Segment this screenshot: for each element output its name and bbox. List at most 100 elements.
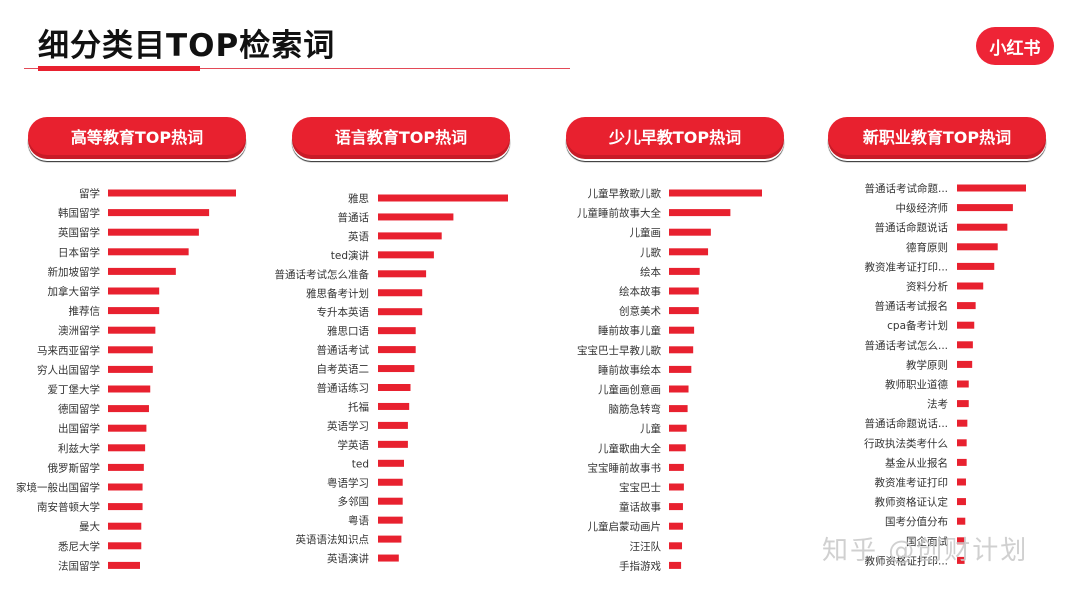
category-label: 加拿大留学 bbox=[48, 285, 101, 298]
bar bbox=[108, 561, 140, 569]
category-label: 托福 bbox=[348, 400, 369, 413]
category-label: 普通话考试 bbox=[317, 344, 370, 357]
bar bbox=[957, 537, 965, 545]
category-label: 粤语学习 bbox=[327, 476, 369, 489]
bar bbox=[378, 270, 427, 278]
bar bbox=[378, 194, 508, 202]
category-label: 留学 bbox=[79, 187, 100, 200]
bar bbox=[669, 405, 688, 413]
bar bbox=[957, 517, 966, 525]
category-label: 雅思口语 bbox=[327, 325, 369, 338]
category-label: 儿童画 bbox=[630, 226, 662, 239]
page-title: 细分类目TOP检索词 bbox=[38, 28, 336, 64]
category-label: 穷人出国留学 bbox=[37, 363, 100, 376]
category-label: 学英语 bbox=[338, 438, 370, 451]
bar bbox=[378, 516, 403, 524]
bar bbox=[669, 287, 699, 295]
category-label: 儿歌 bbox=[640, 246, 661, 259]
category-label: 教资准考证打印... bbox=[864, 260, 948, 273]
category-label: 澳洲留学 bbox=[58, 324, 100, 337]
category-label: 悉尼大学 bbox=[58, 540, 100, 553]
category-label: 德国留学 bbox=[58, 403, 100, 416]
category-label: 家境一般出国留学 bbox=[16, 481, 100, 494]
category-label: 出国留学 bbox=[58, 422, 100, 435]
title-underline bbox=[24, 68, 570, 69]
bar bbox=[378, 535, 402, 543]
bar bbox=[108, 248, 189, 256]
bar bbox=[669, 444, 686, 452]
category-label: 普通话考试怎么准备 bbox=[275, 268, 370, 281]
category-label: 绘本 bbox=[640, 265, 661, 278]
bar bbox=[669, 326, 695, 334]
bar bbox=[957, 204, 1013, 212]
category-label: 推荐信 bbox=[69, 305, 101, 318]
category-label: 睡前故事绘本 bbox=[598, 363, 661, 376]
bar bbox=[108, 463, 144, 471]
bar bbox=[957, 458, 967, 466]
bar bbox=[669, 365, 692, 373]
category-label: 普通话考试怎么... bbox=[864, 339, 948, 352]
category-label: 儿童画创意画 bbox=[598, 383, 661, 396]
bar bbox=[108, 326, 156, 334]
bar bbox=[378, 346, 416, 354]
category-label: 英语学习 bbox=[327, 419, 369, 432]
bar bbox=[378, 327, 416, 335]
bar bbox=[108, 307, 160, 315]
category-label: 脑筋急转弯 bbox=[609, 403, 662, 416]
bar bbox=[957, 223, 1008, 231]
bar bbox=[378, 384, 411, 391]
bar bbox=[669, 561, 682, 569]
bar bbox=[669, 346, 694, 354]
bar bbox=[378, 478, 403, 486]
bar bbox=[957, 360, 973, 368]
bar bbox=[378, 232, 442, 240]
bar bbox=[669, 385, 689, 393]
bar bbox=[957, 243, 998, 251]
bar bbox=[669, 424, 687, 432]
category-label: 普通话命题说话... bbox=[864, 417, 948, 430]
bar bbox=[669, 483, 684, 491]
category-label: 资料分析 bbox=[906, 280, 948, 293]
bar bbox=[957, 439, 967, 447]
bar bbox=[108, 365, 153, 373]
chart-title-language-education: 语言教育TOP热词 bbox=[292, 117, 510, 155]
bar bbox=[669, 307, 699, 315]
bar bbox=[669, 228, 711, 236]
bar bbox=[108, 267, 176, 275]
category-label: cpa备考计划 bbox=[887, 319, 948, 332]
bar bbox=[108, 287, 160, 295]
bar bbox=[957, 184, 1026, 192]
bar bbox=[378, 459, 404, 467]
bar bbox=[378, 365, 415, 373]
category-label: 普通话 bbox=[338, 211, 370, 224]
bar bbox=[108, 346, 153, 354]
bar bbox=[669, 542, 683, 550]
bar bbox=[378, 421, 408, 429]
category-label: 马来西亚留学 bbox=[37, 344, 100, 357]
bar bbox=[378, 497, 403, 505]
category-label: 创意美术 bbox=[619, 305, 661, 318]
bar bbox=[108, 542, 142, 550]
bar bbox=[108, 522, 142, 530]
bar bbox=[378, 213, 454, 221]
bar bbox=[957, 282, 984, 290]
bar bbox=[957, 478, 966, 486]
bar bbox=[108, 503, 143, 511]
bar bbox=[957, 556, 965, 564]
bar bbox=[669, 463, 684, 471]
category-label: 手指游戏 bbox=[619, 559, 661, 572]
bar bbox=[378, 402, 410, 410]
chart-title-early-childhood: 少儿早教TOP热词 bbox=[566, 117, 784, 155]
category-label: 普通话考试报名 bbox=[875, 300, 949, 313]
bar bbox=[669, 248, 709, 256]
category-label: ted bbox=[352, 458, 369, 470]
category-label: 专升本英语 bbox=[317, 306, 370, 319]
category-label: 教师职业道德 bbox=[885, 378, 948, 391]
category-label: 童话故事 bbox=[619, 501, 661, 514]
category-label: 普通话考试命题... bbox=[864, 182, 948, 195]
